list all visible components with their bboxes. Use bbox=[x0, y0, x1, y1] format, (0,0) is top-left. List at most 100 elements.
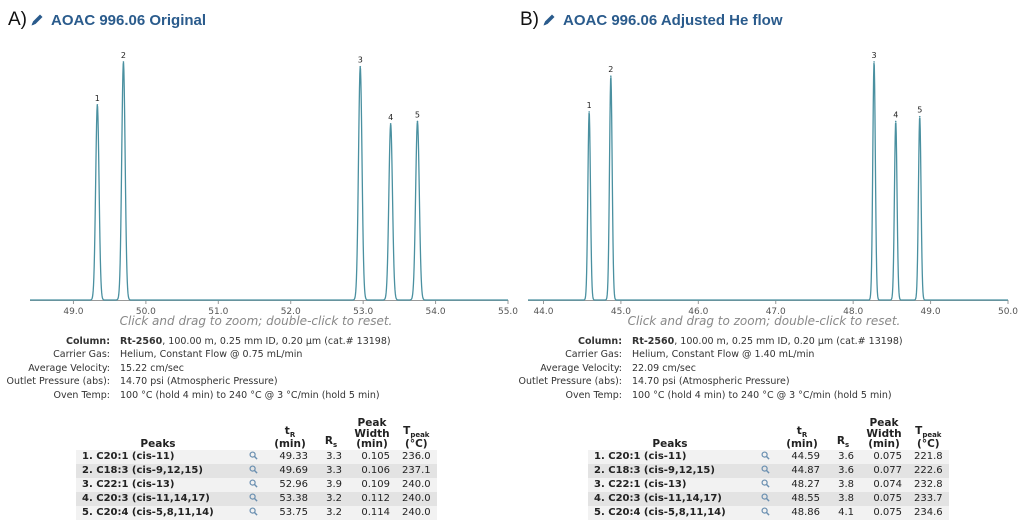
peak-temp: 240.0 bbox=[396, 477, 437, 492]
zoom-peak-button[interactable] bbox=[240, 505, 266, 520]
peak-apex-point[interactable] bbox=[389, 123, 392, 125]
condition-row: Oven Temp: 100 °C (hold 4 min) to 240 °C … bbox=[0, 390, 512, 401]
peak-width: 0.105 bbox=[348, 449, 396, 464]
condition-label: Average Velocity: bbox=[540, 362, 622, 374]
peak-temp: 233.7 bbox=[908, 491, 949, 506]
magnifier-icon[interactable] bbox=[760, 451, 770, 460]
condition-value-text: , 100.00 m, 0.25 mm ID, 0.20 µm (cat.# 1… bbox=[162, 336, 391, 347]
peak-name: 5. C20:4 (cis-5,8,11,14) bbox=[588, 505, 752, 520]
condition-label: Oven Temp: bbox=[565, 389, 622, 401]
condition-value-text: , 100.00 m, 0.25 mm ID, 0.20 µm (cat.# 1… bbox=[674, 336, 903, 347]
zoom-peak-button[interactable] bbox=[752, 449, 778, 464]
condition-row: Carrier Gas: Helium, Constant Flow @ 0.75… bbox=[0, 349, 512, 360]
condition-value-text: 100 °C (hold 4 min) to 240 °C @ 3 °C/min… bbox=[120, 389, 380, 401]
x-tick-label: 49.0 bbox=[63, 307, 83, 317]
peak-apex-point[interactable] bbox=[359, 65, 362, 68]
chart-title[interactable]: AOAC 996.06 Adjusted He flow bbox=[563, 11, 783, 29]
chromatogram-panel-a: A) AOAC 996.06 Original 49.0 50.0 51.0 52.0… bbox=[0, 9, 518, 520]
zoom-peak-button[interactable] bbox=[240, 477, 266, 492]
zoom-peak-button[interactable] bbox=[752, 491, 778, 506]
peak-width: 0.112 bbox=[348, 491, 396, 506]
peak-width: 0.074 bbox=[860, 477, 908, 492]
zoom-peak-button[interactable] bbox=[752, 505, 778, 520]
x-tick-label: 49.0 bbox=[921, 307, 941, 317]
peak-width: 0.077 bbox=[860, 463, 908, 478]
peak-apex-point[interactable] bbox=[416, 120, 419, 123]
condition-row: Outlet Pressure (abs): 14.70 psi (Atmosph… bbox=[0, 376, 512, 387]
condition-value: 22.09 cm/sec bbox=[632, 363, 1024, 374]
peak-apex-point[interactable] bbox=[918, 115, 921, 118]
zoom-peak-button[interactable] bbox=[240, 463, 266, 478]
condition-row: Column: Rt-2560, 100.00 m, 0.25 mm ID, 0.… bbox=[0, 336, 512, 347]
zoom-hint: Click and drag to zoom; double-click to … bbox=[627, 314, 901, 328]
retention-time: 53.38 bbox=[266, 491, 314, 506]
header-rs: Rs bbox=[836, 435, 850, 450]
table-header-row: Peaks tR (min) Rs Peak Width (min) Tpeak(… bbox=[76, 418, 437, 450]
zoom-peak-button[interactable] bbox=[752, 477, 778, 492]
magnifier-icon[interactable] bbox=[248, 493, 258, 502]
zoom-peak-button[interactable] bbox=[752, 463, 778, 478]
peak-width: 0.075 bbox=[860, 505, 908, 520]
magnifier-icon[interactable] bbox=[760, 493, 770, 502]
peak-name: 5. C20:4 (cis-5,8,11,14) bbox=[76, 505, 240, 520]
x-tick-label: 46.0 bbox=[688, 307, 708, 317]
table-row: 1. C20:1 (cis-11) 44.59 3.6 0.075 221.8 bbox=[588, 449, 949, 464]
magnifier-icon[interactable] bbox=[760, 479, 770, 488]
peak-temp: 240.0 bbox=[396, 505, 437, 520]
peak-label: 5 bbox=[415, 110, 420, 119]
condition-label: Average Velocity: bbox=[28, 362, 110, 374]
pencil-icon[interactable] bbox=[541, 12, 557, 28]
x-tick-label: 44.0 bbox=[533, 307, 553, 317]
zoom-peak-button[interactable] bbox=[240, 449, 266, 464]
resolution: 3.8 bbox=[826, 477, 860, 492]
peak-temp: 222.6 bbox=[908, 463, 949, 478]
magnifier-icon[interactable] bbox=[760, 507, 770, 516]
peak-width: 0.109 bbox=[348, 477, 396, 492]
retention-time: 49.69 bbox=[266, 463, 314, 478]
chromatogram-chart[interactable]: 44.0 45.0 46.0 47.0 48.0 49.0 50.0 1 2 3 4 5 bbox=[512, 36, 1024, 317]
peak-apex-point[interactable] bbox=[894, 120, 897, 123]
peak-apex-point[interactable] bbox=[96, 103, 99, 106]
magnifier-icon[interactable] bbox=[248, 465, 258, 474]
peak-name: 3. C22:1 (cis-13) bbox=[588, 477, 752, 492]
chromatogram-panel-b: B) AOAC 996.06 Adjusted He flow 44.0 45.0… bbox=[512, 0, 1024, 529]
header-tpeak: Tpeak (°C) bbox=[915, 424, 942, 450]
condition-row: Oven Temp: 100 °C (hold 4 min) to 240 °C … bbox=[512, 390, 1024, 401]
table-row: 3. C22:1 (cis-13) 52.96 3.9 0.109 240.0 bbox=[76, 477, 437, 492]
resolution: 3.2 bbox=[314, 505, 348, 520]
peak-temp: 237.1 bbox=[396, 463, 437, 478]
chart-title[interactable]: AOAC 996.06 Original bbox=[51, 11, 207, 29]
panel-letter: A) bbox=[8, 9, 27, 30]
table-row: 4. C20:3 (cis-11,14,17) 48.55 3.8 0.075 … bbox=[588, 491, 949, 506]
chromatogram-trace bbox=[30, 62, 508, 301]
header-tr: tR (min) bbox=[274, 424, 306, 450]
table-row: 5. C20:4 (cis-5,8,11,14) 53.75 3.2 0.114… bbox=[76, 505, 437, 520]
table-row: 4. C20:3 (cis-11,14,17) 53.38 3.2 0.112 … bbox=[76, 491, 437, 506]
header-width: Peak Width (min) bbox=[866, 417, 902, 450]
magnifier-icon[interactable] bbox=[248, 451, 258, 460]
peak-apex-point[interactable] bbox=[122, 61, 125, 63]
peak-name: 2. C18:3 (cis-9,12,15) bbox=[76, 463, 240, 478]
header-rs: Rs bbox=[324, 435, 338, 450]
peak-temp: 232.8 bbox=[908, 477, 949, 492]
table-row: 2. C18:3 (cis-9,12,15) 44.87 3.6 0.077 2… bbox=[588, 463, 949, 478]
x-tick-label: 55.0 bbox=[498, 307, 518, 317]
pencil-icon[interactable] bbox=[29, 12, 45, 28]
magnifier-icon[interactable] bbox=[248, 507, 258, 516]
condition-value-text: Helium, Constant Flow @ 1.40 mL/min bbox=[632, 349, 815, 361]
condition-value: 100 °C (hold 4 min) to 240 °C @ 3 °C/min… bbox=[632, 390, 1024, 401]
peak-temp: 240.0 bbox=[396, 491, 437, 506]
peak-width: 0.114 bbox=[348, 505, 396, 520]
magnifier-icon[interactable] bbox=[760, 465, 770, 474]
magnifier-icon[interactable] bbox=[248, 479, 258, 488]
retention-time: 44.87 bbox=[778, 463, 826, 478]
header-peaks: Peaks bbox=[652, 438, 688, 450]
chromatogram-chart[interactable]: 49.0 50.0 51.0 52.0 53.0 54.0 55.0 1 2 3 4 5 bbox=[0, 36, 518, 317]
peak-label: 2 bbox=[608, 65, 613, 74]
peak-apex-point[interactable] bbox=[610, 75, 612, 77]
peak-label: 1 bbox=[587, 101, 592, 110]
zoom-peak-button[interactable] bbox=[240, 491, 266, 506]
peak-apex-point[interactable] bbox=[588, 111, 590, 113]
retention-time: 44.59 bbox=[778, 449, 826, 464]
peak-apex-point[interactable] bbox=[873, 61, 875, 63]
